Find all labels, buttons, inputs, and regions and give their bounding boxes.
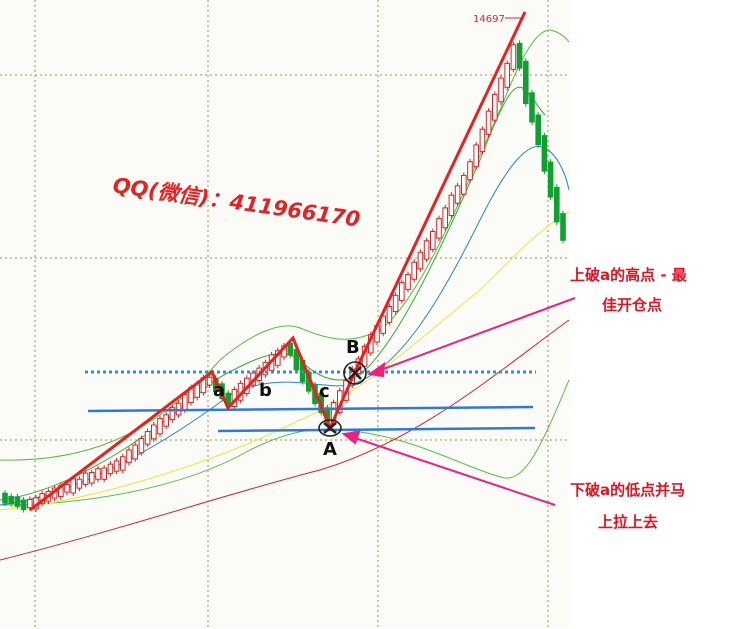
- candle-body: [107, 463, 114, 475]
- candle-body: [510, 44, 517, 70]
- point-label: b: [259, 380, 272, 401]
- bollinger-lower: [0, 379, 570, 506]
- candle-body: [554, 186, 560, 223]
- point-label: c: [319, 381, 330, 402]
- candle-body: [89, 472, 95, 484]
- candle-body: [423, 240, 430, 260]
- price-label: 14697: [473, 14, 505, 25]
- candle-body: [20, 499, 27, 511]
- candle-body: [529, 92, 535, 123]
- candle-body: [169, 407, 176, 421]
- candle-body: [120, 456, 126, 471]
- candle-body: [157, 417, 163, 435]
- candle-body: [151, 424, 157, 440]
- candle-body: [76, 478, 83, 489]
- candle-body: [163, 414, 169, 427]
- level-line: [217, 426, 536, 433]
- candle-body: [380, 315, 386, 334]
- candle-body: [560, 213, 566, 241]
- candle-body: [430, 231, 436, 250]
- candle-body: [126, 449, 132, 464]
- candle-body: [405, 274, 411, 290]
- candle-body: [27, 498, 33, 509]
- candle-body: [516, 42, 523, 69]
- candle-body: [504, 62, 510, 88]
- arrow: [351, 436, 556, 506]
- candle-body: [535, 114, 542, 146]
- candle-body: [485, 110, 492, 135]
- candle-body: [454, 185, 461, 204]
- candle-body: [541, 135, 548, 172]
- candle-body: [523, 60, 529, 105]
- candle-body: [14, 496, 21, 507]
- candle-body: [479, 128, 486, 153]
- candle-body: [442, 207, 448, 229]
- candle-body: [95, 468, 101, 480]
- candle-body: [386, 305, 393, 323]
- note: 佳开仓点: [602, 296, 662, 314]
- candle-body: [113, 460, 120, 472]
- candle-body: [2, 492, 8, 504]
- ma-yellow: [0, 211, 570, 511]
- candle-body: [101, 467, 108, 480]
- ma-long: [0, 319, 570, 561]
- candle-body: [467, 161, 473, 181]
- arrow: [377, 297, 576, 372]
- candle-body: [448, 194, 455, 216]
- point-label: B: [346, 337, 360, 358]
- candle-body: [436, 218, 442, 239]
- candle-body: [498, 77, 504, 103]
- candle-body: [547, 161, 554, 198]
- plot-area: [0, 0, 569, 628]
- point-label: A: [323, 439, 337, 460]
- note: 上破a的高点 - 最: [570, 266, 688, 284]
- marker-b: [343, 361, 367, 385]
- candle-body: [70, 478, 77, 494]
- candle-body: [287, 342, 293, 356]
- candle-body: [182, 394, 188, 411]
- candle-body: [411, 261, 417, 280]
- ma-green: [0, 86, 546, 501]
- note: 上拉上去: [598, 513, 658, 531]
- point-label: a: [213, 380, 225, 401]
- candle-body: [461, 174, 467, 195]
- candle-body: [473, 144, 479, 168]
- candle-body: [399, 282, 405, 301]
- candle-body: [144, 431, 151, 445]
- note: 下破a的低点并马: [570, 481, 685, 499]
- arrows: [341, 297, 576, 506]
- candle-body: [492, 93, 498, 121]
- candle-body: [392, 294, 399, 313]
- marker-x: [323, 422, 337, 434]
- candle-body: [82, 472, 89, 485]
- marker-a: [318, 419, 342, 437]
- arrowhead: [341, 430, 361, 445]
- candle-body: [132, 444, 138, 460]
- markers: [318, 361, 367, 437]
- marker-x: [348, 366, 362, 380]
- candle-body: [8, 495, 14, 505]
- candle-body: [138, 437, 145, 454]
- candle-body: [206, 376, 213, 386]
- candle-body: [417, 251, 424, 270]
- arrowhead: [367, 361, 386, 378]
- candle-body: [64, 484, 70, 493]
